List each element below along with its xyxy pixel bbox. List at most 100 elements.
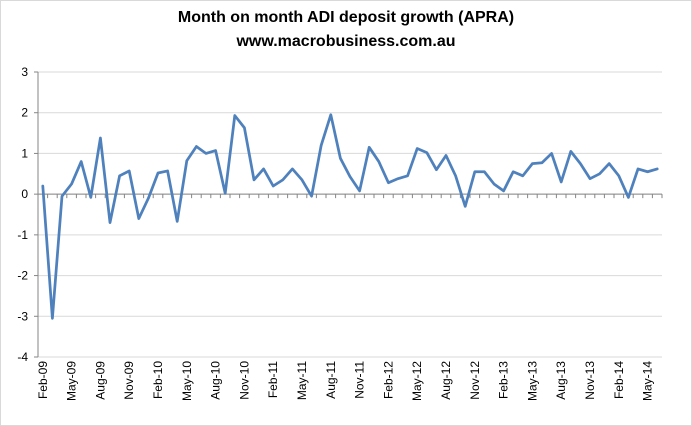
x-tick-label: Feb-10: [151, 361, 165, 399]
y-tick-label: 2: [21, 106, 28, 120]
data-point: [522, 175, 524, 177]
data-point: [90, 196, 92, 198]
data-point: [474, 171, 476, 173]
y-tick-label: 0: [21, 187, 28, 201]
data-point: [570, 150, 572, 152]
data-point: [320, 144, 322, 146]
y-tick-label: -2: [17, 269, 28, 283]
data-point: [502, 190, 504, 192]
data-point: [397, 177, 399, 179]
x-tick-label: May-12: [410, 361, 424, 401]
x-tick-label: Nov-12: [468, 361, 482, 400]
x-tick-label: Aug-11: [324, 361, 338, 399]
data-point: [42, 185, 44, 187]
chart-title: Month on month ADI deposit growth (APRA): [177, 9, 515, 26]
data-point: [464, 205, 466, 207]
data-point: [608, 162, 610, 164]
x-tick-label: Nov-13: [583, 361, 597, 400]
data-point: [166, 170, 168, 172]
data-point: [51, 317, 53, 319]
data-point: [637, 168, 639, 170]
data-point: [426, 151, 428, 153]
data-point: [445, 154, 447, 156]
series: [41, 113, 659, 320]
x-tick-label: Feb-12: [381, 361, 395, 399]
x-tick-label: Feb-09: [36, 361, 50, 399]
x-tick-labels: Feb-09 May-09 Aug-09 Nov-09 Feb-10 May-10 Aug-…: [36, 361, 655, 401]
data-point: [579, 162, 581, 164]
chart-subtitle: www.macrobusiness.com.au: [236, 33, 456, 50]
data-point: [99, 137, 101, 139]
data-point: [656, 168, 658, 170]
data-point: [243, 127, 245, 129]
data-point: [70, 183, 72, 185]
data-point: [368, 146, 370, 148]
data-point: [541, 162, 543, 164]
x-tick-label: Feb-14: [612, 361, 626, 399]
data-point: [598, 173, 600, 175]
data-point: [531, 162, 533, 164]
data-point: [147, 197, 149, 199]
data-point: [205, 152, 207, 154]
data-point: [512, 171, 514, 173]
data-point: [157, 172, 159, 174]
x-tick-label: Aug-10: [209, 361, 223, 400]
data-point: [128, 170, 130, 172]
data-point: [176, 220, 178, 222]
data-point: [234, 114, 236, 116]
data-point: [646, 171, 648, 173]
data-point: [550, 152, 552, 154]
x-tick-label: Aug-09: [93, 361, 107, 400]
data-point: [435, 169, 437, 171]
data-point: [560, 181, 562, 183]
y-tick-label: 3: [21, 65, 28, 79]
data-point: [224, 192, 226, 194]
y-tick-label: -3: [17, 309, 28, 323]
y-tick-label: -4: [17, 350, 28, 364]
data-point: [80, 160, 82, 162]
x-tick-label: May-14: [641, 361, 655, 401]
x-tick-label: Nov-10: [237, 361, 251, 400]
x-tick-label: Feb-11: [266, 361, 280, 398]
x-tick-label: Nov-09: [122, 361, 136, 400]
x-tick-label: May-13: [525, 361, 539, 401]
data-point: [378, 160, 380, 162]
data-point: [339, 157, 341, 159]
data-point: [118, 175, 120, 177]
data-point: [109, 221, 111, 223]
data-point: [589, 177, 591, 179]
y-tick-labels: 3 2 1 0 -1 -2 -3 -4: [17, 65, 28, 364]
data-point: [416, 147, 418, 149]
data-point: [454, 175, 456, 177]
data-point: [138, 217, 140, 219]
data-point: [387, 182, 389, 184]
axes: [34, 71, 663, 358]
data-point: [618, 175, 620, 177]
data-point: [186, 160, 188, 162]
series-line: [41, 113, 659, 320]
x-tick-label: Aug-12: [439, 361, 453, 400]
data-point: [349, 175, 351, 177]
data-point: [310, 195, 312, 197]
y-tick-label: -1: [17, 228, 28, 242]
gridlines: [38, 71, 662, 358]
x-tick-label: May-11: [295, 361, 309, 400]
y-tick-label: 1: [21, 146, 28, 160]
data-point: [253, 179, 255, 181]
data-point: [358, 190, 360, 192]
data-point: [291, 168, 293, 170]
x-tick-label: Nov-11: [353, 361, 367, 399]
data-point: [627, 196, 629, 198]
data-point: [262, 168, 264, 170]
data-point: [483, 171, 485, 173]
data-point: [406, 175, 408, 177]
data-point: [493, 183, 495, 185]
x-tick-label: Aug-13: [554, 361, 568, 400]
data-point: [195, 145, 197, 147]
data-point: [272, 185, 274, 187]
x-tick-label: May-09: [65, 361, 79, 401]
x-tick-label: May-10: [180, 361, 194, 401]
data-point: [61, 195, 63, 197]
